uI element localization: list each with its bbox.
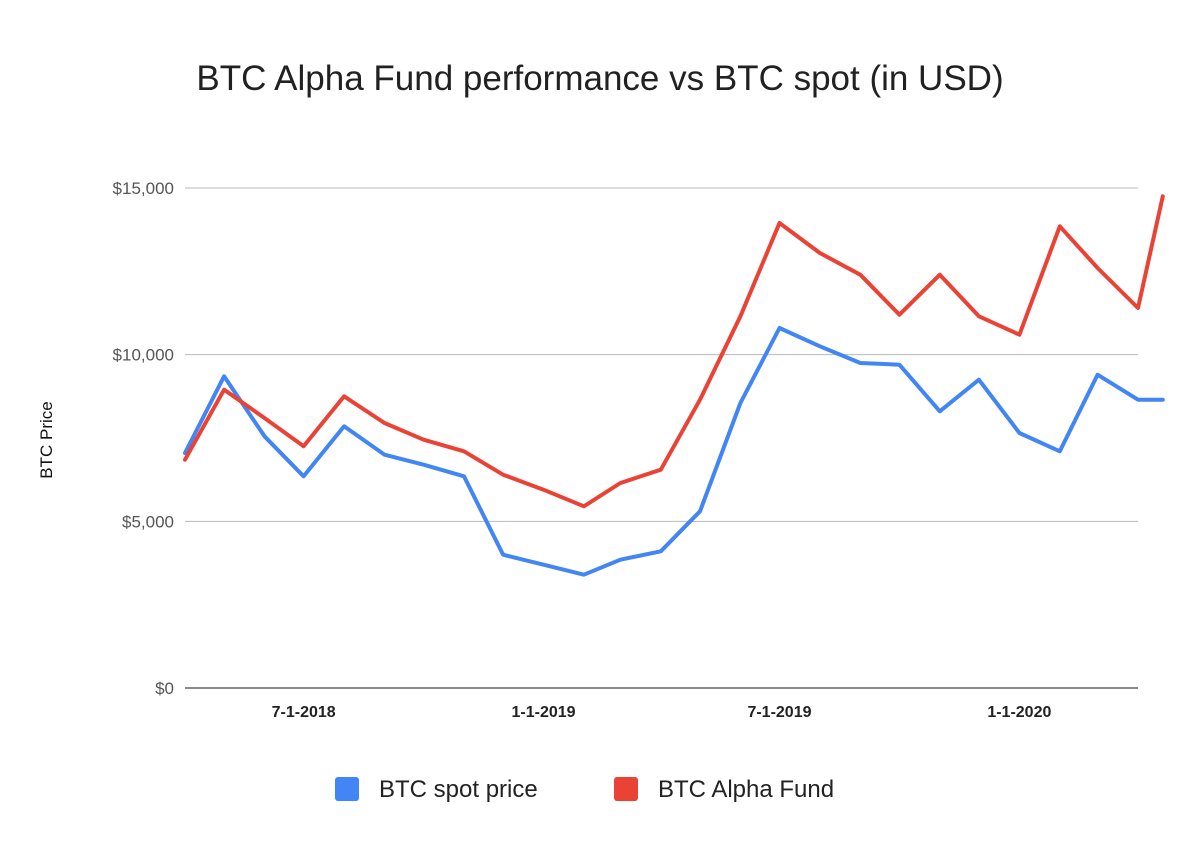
series-line-btc-alpha-fund: [183, 194, 1165, 509]
y-tick-label-0: $0: [155, 679, 174, 698]
x-tick-label-2020-01-01: 1-1-2020: [987, 704, 1051, 721]
x-tick-label-2018-07-01: 7-1-2018: [272, 704, 336, 721]
x-tick-labels: 7-1-2018 1-1-2019 7-1-2019 1-1-2020: [272, 704, 1052, 721]
series-lines: [183, 194, 1165, 577]
x-tick-label-2019-07-01: 7-1-2019: [747, 704, 811, 721]
legend-swatch-btc-alpha-fund: [614, 777, 638, 801]
y-tick-label-10000: $10,000: [113, 346, 174, 365]
y-axis-label: BTC Price: [37, 401, 56, 478]
x-tick-label-2019-01-01: 1-1-2019: [511, 704, 575, 721]
legend: BTC spot price BTC Alpha Fund: [335, 776, 834, 803]
chart-title: BTC Alpha Fund performance vs BTC spot (…: [196, 59, 1003, 98]
y-tick-labels: $0 $5,000 $10,000 $15,000: [113, 179, 174, 698]
gridlines: [185, 187, 1138, 689]
y-tick-label-15000: $15,000: [113, 179, 174, 198]
y-tick-label-5000: $5,000: [122, 512, 174, 531]
legend-label-btc-alpha-fund: BTC Alpha Fund: [658, 776, 834, 803]
legend-label-btc-spot: BTC spot price: [379, 776, 538, 803]
legend-swatch-btc-spot: [335, 777, 359, 801]
legend-item-btc-spot[interactable]: BTC spot price: [335, 776, 538, 803]
series-line-btc-spot-price: [183, 326, 1165, 577]
legend-item-btc-alpha-fund[interactable]: BTC Alpha Fund: [614, 776, 834, 803]
